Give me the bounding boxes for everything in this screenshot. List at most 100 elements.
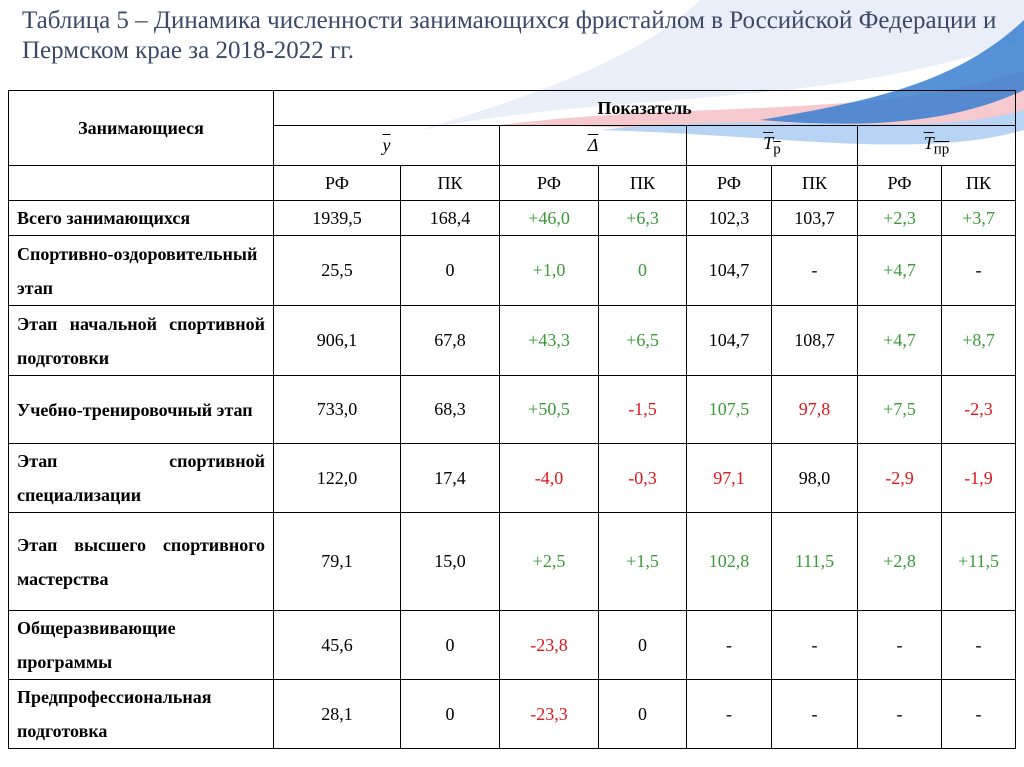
value-cell: - <box>771 679 858 749</box>
value-cell: +1,0 <box>499 235 599 306</box>
value-cell: 102,3 <box>686 200 772 236</box>
value-cell: - <box>857 610 942 680</box>
header-row: Занимающиеся Показатель <box>8 90 1017 166</box>
value-cell: 0 <box>598 235 687 306</box>
value-cell: 67,8 <box>400 305 500 376</box>
value-cell: +2,8 <box>857 512 942 611</box>
value-cell: 107,5 <box>686 375 772 444</box>
value-cell: -1,5 <box>598 375 687 444</box>
value-cell: 122,0 <box>273 443 401 513</box>
group-header: Показатель <box>272 90 1017 126</box>
data-table: Занимающиеся Показатель y Δ Tр Tпр РФ ПК РФ ПК РФ П… <box>8 90 1017 749</box>
corner-header: Занимающиеся <box>8 90 274 166</box>
value-cell: 28,1 <box>273 679 401 749</box>
value-cell: +2,3 <box>857 200 942 236</box>
value-cell: 98,0 <box>771 443 858 513</box>
value-cell: - <box>857 679 942 749</box>
row-label: Этап начальной спортивной подготовки <box>8 305 274 376</box>
value-cell: 168,4 <box>400 200 500 236</box>
header-row: РФ ПК РФ ПК РФ ПК РФ ПК <box>8 165 1017 201</box>
symbol: T <box>923 132 934 153</box>
value-cell: +8,7 <box>940 305 1017 376</box>
row-label: Общеразвивающие программы <box>8 610 274 680</box>
value-cell: - <box>771 235 858 306</box>
table-row: Учебно-тренировочный этап 733,0 68,3 +50,5-… <box>8 375 1017 444</box>
value-cell: - <box>771 610 858 680</box>
value-cell: +3,7 <box>940 200 1017 236</box>
value-cell: 103,7 <box>771 200 858 236</box>
value-cell: 111,5 <box>771 512 858 611</box>
value-cell: 68,3 <box>400 375 500 444</box>
table-row: Этап высшего спортивного мастерства 79,1 1… <box>8 512 1017 611</box>
value-cell: 45,6 <box>273 610 401 680</box>
subheader: РФ <box>273 165 401 201</box>
symbol: y <box>382 135 391 155</box>
value-cell: +43,3 <box>499 305 599 376</box>
subheader: РФ <box>499 165 599 201</box>
value-cell: -23,8 <box>499 610 599 680</box>
value-cell: 97,8 <box>771 375 858 444</box>
value-cell: -1,9 <box>940 443 1017 513</box>
value-cell: 0 <box>598 679 687 749</box>
title: Таблица 5 – Динамика численности занимаю… <box>22 7 997 64</box>
indicator-header: Tпр <box>856 125 1017 166</box>
value-cell: - <box>686 679 772 749</box>
indicator-header: Δ <box>499 125 687 166</box>
value-cell: - <box>940 235 1017 306</box>
subscript: пр <box>933 141 950 158</box>
row-label: Предпрофессиональная подготовка <box>8 679 274 749</box>
symbol: T <box>763 132 774 153</box>
value-cell: -2,9 <box>857 443 942 513</box>
value-cell: +50,5 <box>499 375 599 444</box>
table-row: Всего занимающихся 1939,5 168,4 +46,0 +6,3 10… <box>8 200 1017 236</box>
value-cell: +1,5 <box>598 512 687 611</box>
indicator-symbol: Tпр <box>923 132 950 158</box>
indicator-symbol: Tр <box>763 132 781 158</box>
table-row: Предпрофессиональная подготовка 28,1 0 -23,… <box>8 679 1017 749</box>
subheader: РФ <box>686 165 772 201</box>
value-cell: - <box>940 610 1017 680</box>
symbol: Δ <box>587 135 599 155</box>
table-row: Спортивно-оздоровительный этап 25,5 0 +1,0 0… <box>8 235 1017 306</box>
row-label: Всего занимающихся <box>8 200 274 236</box>
value-cell: -0,3 <box>598 443 687 513</box>
value-cell: +2,5 <box>499 512 599 611</box>
indicator-header: y <box>273 125 500 166</box>
value-cell: +7,5 <box>857 375 942 444</box>
row-label: Учебно-тренировочный этап <box>8 375 274 444</box>
value-cell: 104,7 <box>686 235 772 306</box>
subheader: ПК <box>940 165 1017 201</box>
row-label: Спортивно-оздоровительный этап <box>8 235 274 306</box>
subheader: ПК <box>771 165 858 201</box>
value-cell: 0 <box>598 610 687 680</box>
value-cell: 97,1 <box>686 443 772 513</box>
value-cell: 1939,5 <box>273 200 401 236</box>
table-row: Этап спортивной специализации 122,0 17,4 -4… <box>8 443 1017 513</box>
value-cell: -23,3 <box>499 679 599 749</box>
value-cell: 0 <box>400 679 500 749</box>
value-cell: 0 <box>400 235 500 306</box>
indicator-symbol: y <box>383 135 391 155</box>
subheader: ПК <box>400 165 500 201</box>
value-cell: +4,7 <box>857 305 942 376</box>
value-cell: 17,4 <box>400 443 500 513</box>
indicator-header: Tр <box>686 125 858 166</box>
subheader: РФ <box>857 165 942 201</box>
value-cell: 906,1 <box>273 305 401 376</box>
subscript: р <box>773 141 781 158</box>
indicator-symbol: Δ <box>588 135 599 155</box>
value-cell: 15,0 <box>400 512 500 611</box>
value-cell: +4,7 <box>857 235 942 306</box>
row-label: Этап высшего спортивного мастерства <box>8 512 274 611</box>
value-cell: - <box>686 610 772 680</box>
value-cell: +46,0 <box>499 200 599 236</box>
value-cell: +11,5 <box>940 512 1017 611</box>
value-cell: 102,8 <box>686 512 772 611</box>
value-cell: +6,3 <box>598 200 687 236</box>
table-row: Этап начальной спортивной подготовки 906,… <box>8 305 1017 376</box>
row-label: Этап спортивной специализации <box>8 443 274 513</box>
value-cell: -2,3 <box>940 375 1017 444</box>
subheader: ПК <box>598 165 687 201</box>
table-row: Общеразвивающие программы 45,6 0 -23,8 0- - - - <box>8 610 1017 680</box>
